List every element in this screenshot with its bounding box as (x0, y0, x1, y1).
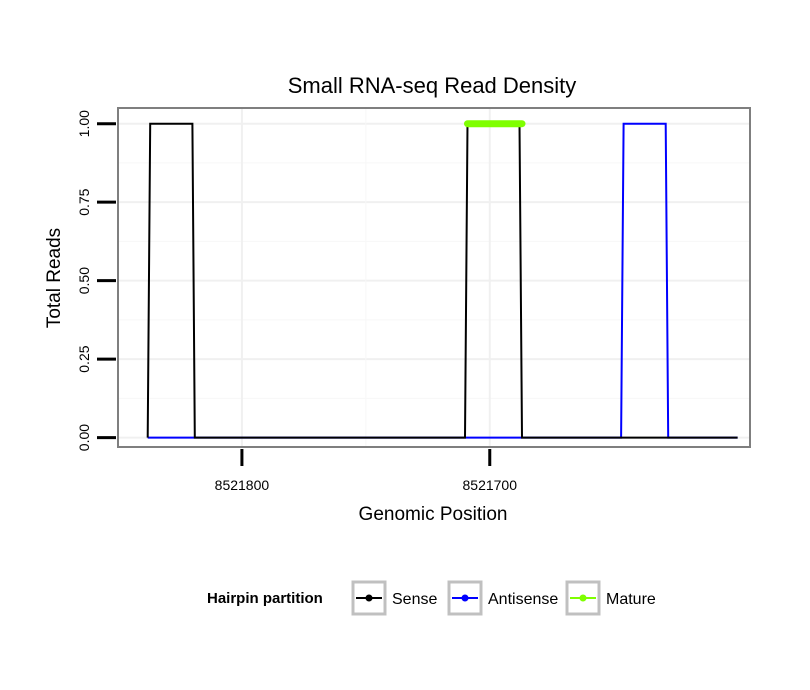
legend: Hairpin partition Sense Antisense Mature (207, 580, 656, 616)
y-tick-label-4: 1.00 (76, 110, 92, 137)
y-tick-label-1: 0.25 (76, 345, 92, 372)
y-axis-title: Total Reads (44, 228, 65, 328)
legend-key-dot-mature (579, 594, 587, 602)
legend-entry-sense: Sense (351, 580, 437, 616)
legend-label-antisense: Antisense (488, 591, 558, 608)
y-axis: 0.00 0.25 0.50 0.75 1.00 (76, 110, 116, 451)
legend-title: Hairpin partition (207, 590, 323, 607)
plot-panel (118, 108, 750, 447)
x-axis-title: Genomic Position (359, 504, 508, 525)
series-line-sense (146, 122, 738, 439)
y-tick-label-2: 0.50 (76, 267, 92, 294)
x-tick-label-1: 8521700 (463, 477, 518, 493)
y-tick-label-3: 0.75 (76, 188, 92, 215)
legend-label-mature: Mature (606, 591, 656, 608)
chart-title: Small RNA-seq Read Density (288, 73, 577, 98)
legend-label-sense: Sense (392, 591, 437, 608)
x-axis: 8521800 8521700 (215, 449, 518, 493)
series-layer (146, 120, 738, 439)
plot-border (117, 107, 751, 448)
legend-key-dot-sense (365, 594, 373, 602)
legend-entry-antisense: Antisense (447, 580, 558, 616)
legend-key-dot-antisense (461, 594, 469, 602)
x-tick-label-0: 8521800 (215, 477, 270, 493)
legend-entry-mature: Mature (565, 580, 656, 616)
y-tick-label-0: 0.00 (76, 424, 92, 451)
grid-lines (118, 108, 750, 447)
